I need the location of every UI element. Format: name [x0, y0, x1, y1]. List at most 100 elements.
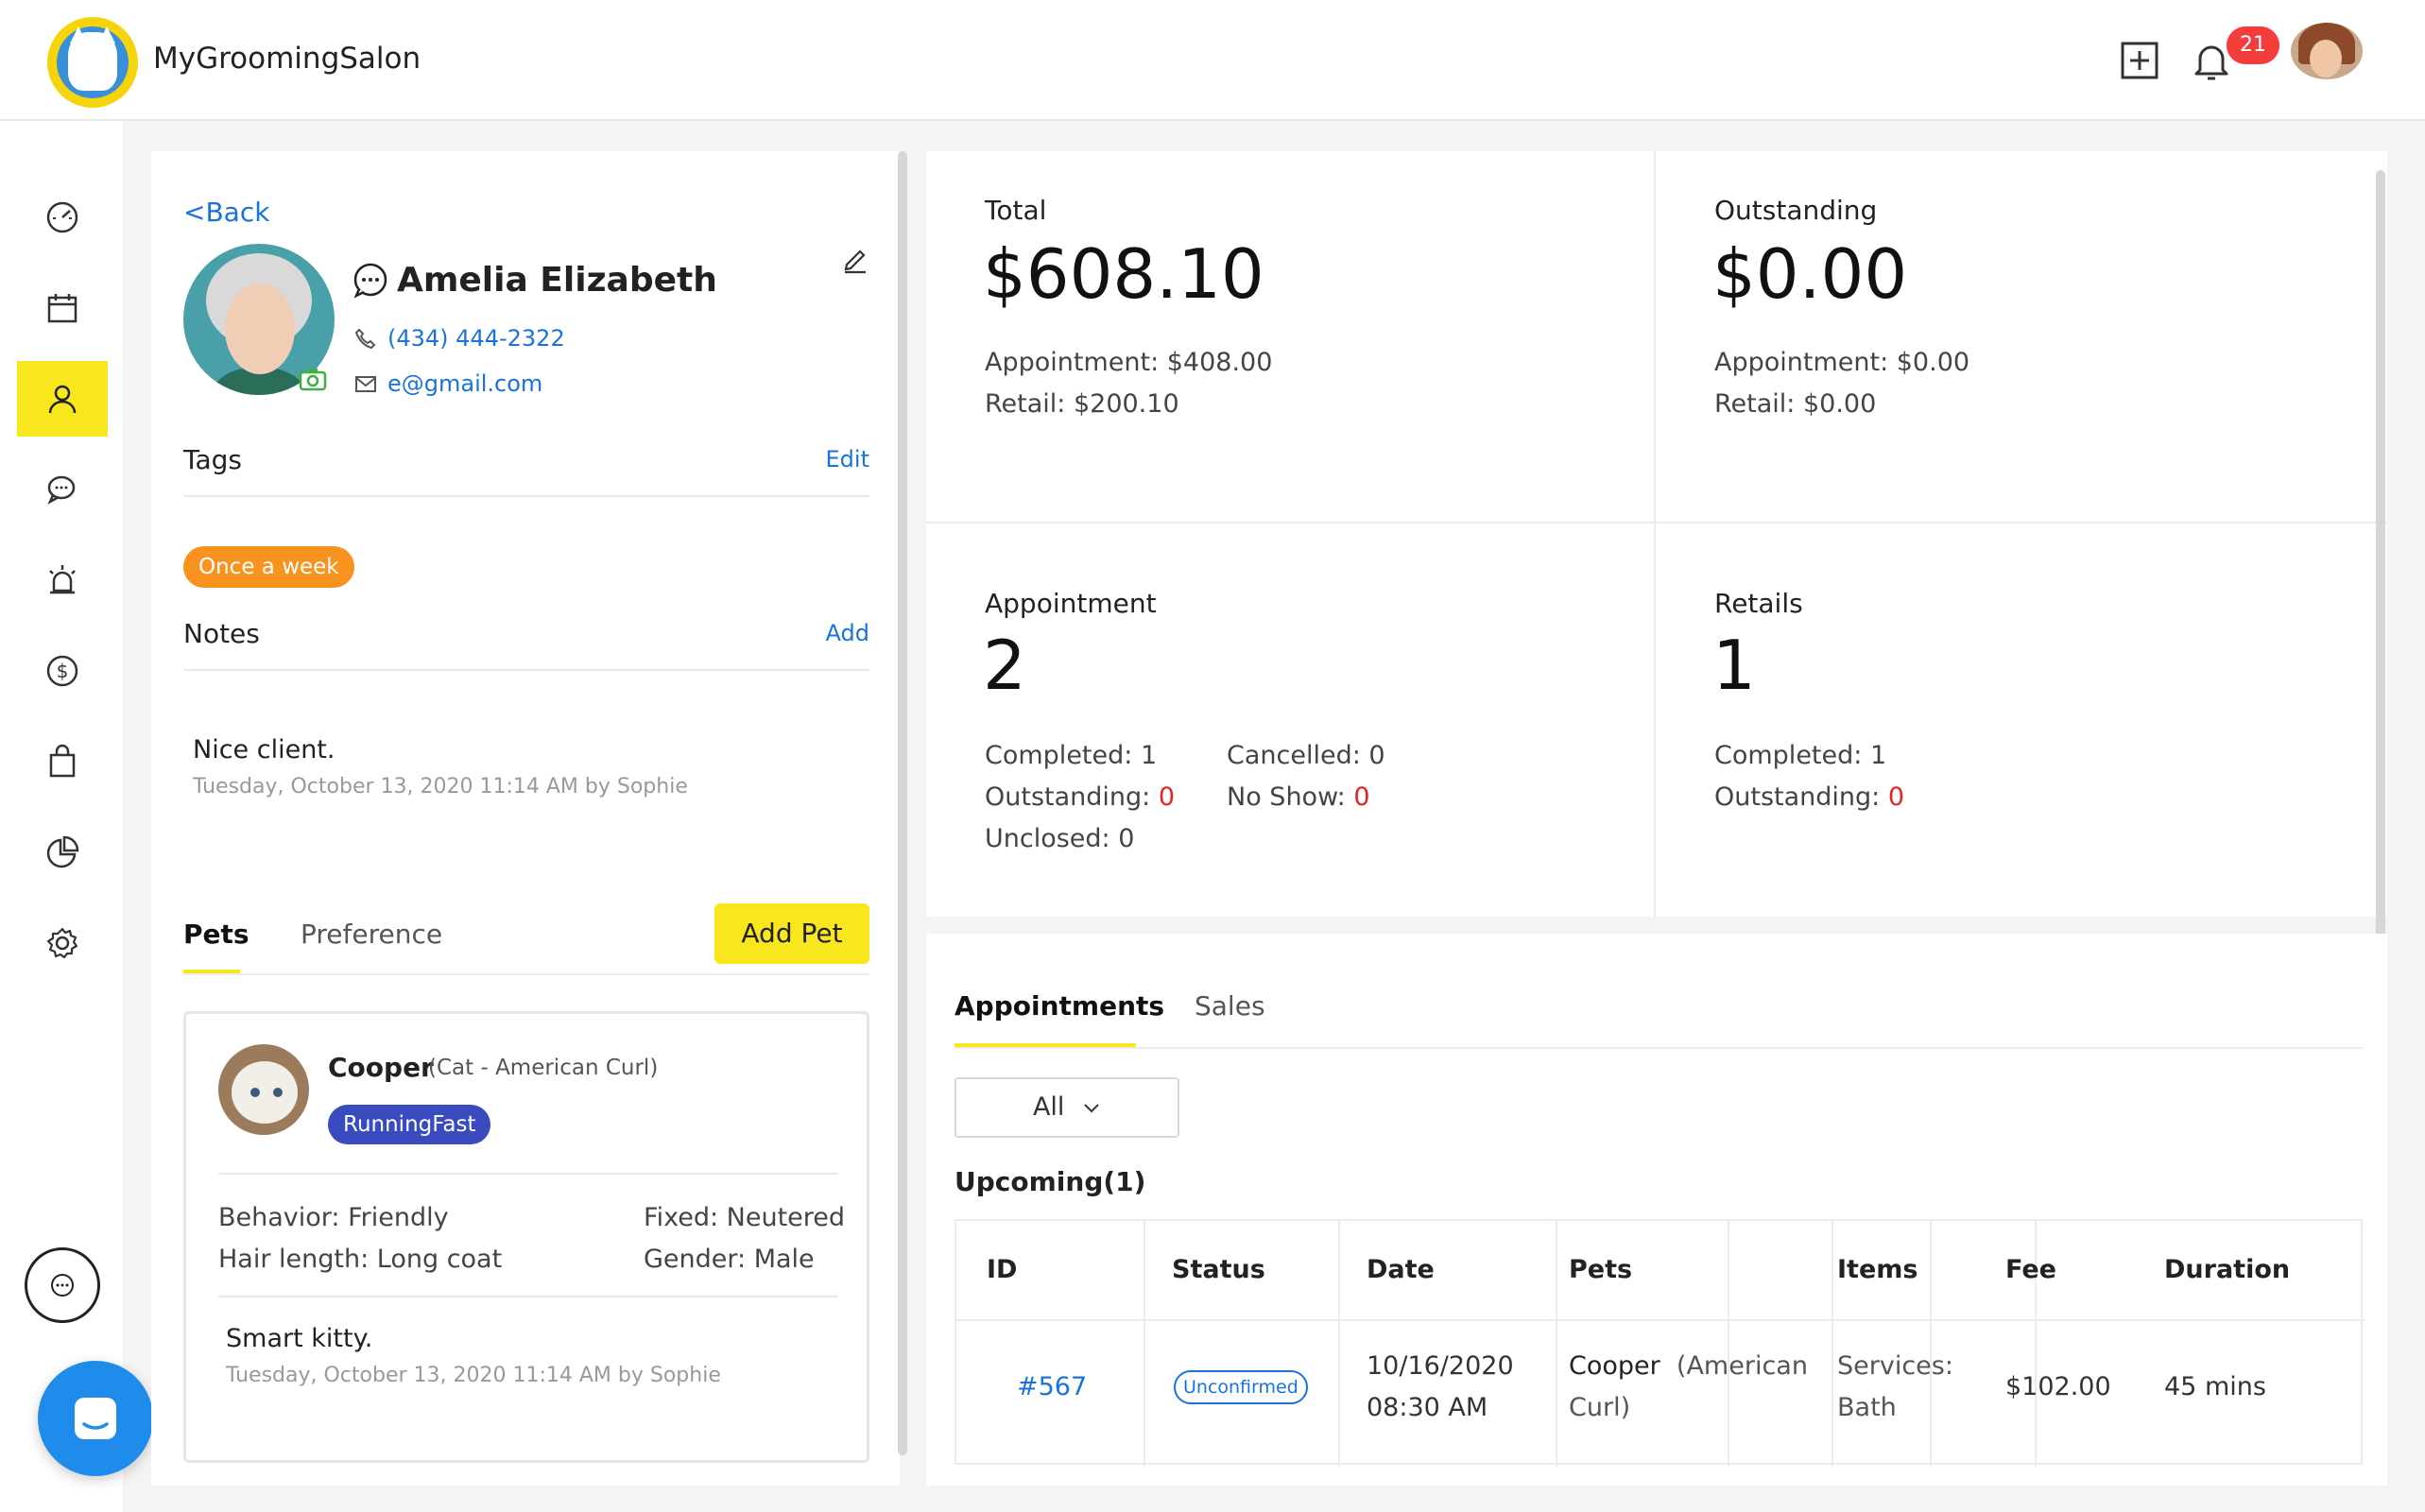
total-value: $608.10: [983, 234, 1264, 314]
appointment-count: 2: [983, 626, 1026, 705]
edit-pencil-icon[interactable]: [839, 242, 871, 274]
client-phone-row[interactable]: (434) 444-2322: [353, 325, 565, 352]
notes-divider: [183, 669, 869, 671]
client-name: Amelia Elizabeth: [397, 261, 717, 300]
client-photo[interactable]: [183, 244, 335, 395]
appointment-duration: 45 mins: [2164, 1372, 2266, 1401]
appointment-fee: $102.00: [2005, 1372, 2111, 1401]
camera-icon[interactable]: [299, 367, 327, 391]
chat-bubbles-icon: [47, 475, 76, 505]
back-link[interactable]: <Back: [183, 197, 270, 228]
svg-text:$: $: [57, 660, 69, 682]
salon-logo[interactable]: [47, 17, 138, 108]
notification-badge[interactable]: 21: [2227, 26, 2279, 64]
notes-add-link[interactable]: Add: [825, 620, 869, 646]
message-icon[interactable]: [352, 261, 389, 299]
appointment-filter-select[interactable]: All: [955, 1077, 1179, 1138]
nav-messages[interactable]: [17, 452, 108, 527]
user-avatar[interactable]: [2291, 23, 2363, 79]
appointments-panel: Appointments Sales All Upcoming(1) ID St…: [926, 934, 2387, 1486]
appointment-outstanding: Outstanding: 0: [985, 782, 1176, 812]
column-header-status[interactable]: Status: [1172, 1255, 1265, 1284]
pet-divider-2: [218, 1296, 838, 1297]
nav-alerts[interactable]: [17, 542, 108, 618]
tab-pets[interactable]: Pets: [183, 919, 249, 950]
column-header-id[interactable]: ID: [987, 1255, 1018, 1284]
dashboard-gauge-icon: [46, 201, 78, 233]
tags-divider: [183, 495, 869, 497]
appointment-cancelled: Cancelled: 0: [1227, 741, 1385, 770]
retails-label: Retails: [1714, 588, 1803, 619]
tags-edit-link[interactable]: Edit: [825, 446, 869, 472]
phone-icon: [354, 328, 376, 350]
top-bar: MyGroomingSalon 21: [0, 0, 2425, 121]
column-header-duration[interactable]: Duration: [2164, 1255, 2291, 1284]
tab-preference[interactable]: Preference: [301, 919, 443, 950]
stats-divider-vertical: [1654, 151, 1656, 917]
pie-chart-icon: [46, 835, 79, 868]
total-retail: Retail: $200.10: [985, 389, 1179, 419]
chevron-down-icon: [1084, 1104, 1099, 1113]
appointment-no-show: No Show: 0: [1227, 782, 1370, 812]
retails-count: 1: [1712, 626, 1756, 705]
retails-completed: Completed: 1: [1714, 741, 1887, 770]
pet-card[interactable]: Cooper (Cat - American Curl) RunningFast…: [183, 1011, 869, 1463]
pet-note-text: Smart kitty.: [226, 1324, 373, 1353]
column-header-fee[interactable]: Fee: [2005, 1255, 2056, 1284]
pets-tabs-divider: [183, 973, 869, 975]
appointment-id-link[interactable]: #567: [1017, 1372, 1088, 1401]
column-header-date[interactable]: Date: [1367, 1255, 1435, 1284]
pet-name[interactable]: Cooper: [328, 1052, 434, 1083]
appointment-pet: Cooper (American Curl): [1569, 1351, 1808, 1422]
add-square-icon[interactable]: [2117, 38, 2162, 83]
tab-sales[interactable]: Sales: [1195, 990, 1265, 1022]
nav-calendar[interactable]: [17, 270, 108, 346]
intercom-launcher[interactable]: [38, 1361, 153, 1476]
note-text: Nice client.: [193, 735, 335, 765]
nav-retail[interactable]: [17, 724, 108, 799]
nav-clients[interactable]: [17, 361, 108, 437]
outstanding-retail: Retail: $0.00: [1714, 389, 1877, 419]
pet-photo[interactable]: [218, 1044, 309, 1135]
appointment-completed: Completed: 1: [985, 741, 1158, 770]
outstanding-appointment: Appointment: $0.00: [1714, 348, 1970, 377]
main-scrollbar[interactable]: [2376, 170, 2385, 1191]
client-panel-scrollbar[interactable]: [898, 151, 907, 1455]
help-chat-button[interactable]: [25, 1247, 100, 1323]
nav-dashboard[interactable]: [17, 180, 108, 255]
pet-fixed: Fixed: Neutered: [644, 1203, 846, 1232]
add-pet-button[interactable]: Add Pet: [714, 903, 869, 964]
appointments-tabs-divider: [955, 1047, 2363, 1049]
tab-appointments[interactable]: Appointments: [955, 990, 1165, 1022]
total-label: Total: [985, 195, 1047, 226]
nav-payments[interactable]: $: [17, 633, 108, 709]
dollar-circle-icon: $: [46, 655, 78, 687]
pets-tab-underline: [183, 970, 240, 974]
stats-divider-horizontal: [926, 522, 2387, 524]
gear-icon: [46, 927, 78, 959]
tags-title: Tags: [183, 444, 242, 475]
pet-divider-1: [218, 1173, 838, 1175]
column-header-pets[interactable]: Pets: [1569, 1255, 1633, 1284]
client-tag[interactable]: Once a week: [183, 546, 354, 588]
client-email-row[interactable]: e@gmail.com: [353, 370, 542, 397]
appointments-table: ID Status Date Pets Items Fee Duration #…: [955, 1219, 2365, 1467]
client-email[interactable]: e@gmail.com: [387, 370, 543, 397]
outstanding-value: $0.00: [1712, 234, 1908, 314]
status-badge: Unconfirmed: [1174, 1370, 1308, 1404]
upcoming-label: Upcoming(1): [955, 1166, 1146, 1197]
notes-title: Notes: [183, 618, 260, 649]
outstanding-label: Outstanding: [1714, 195, 1878, 226]
pet-hair-length: Hair length: Long coat: [218, 1245, 503, 1274]
appointment-label: Appointment: [985, 588, 1157, 619]
nav-reports[interactable]: [17, 815, 108, 890]
intercom-icon: [75, 1398, 116, 1439]
client-phone[interactable]: (434) 444-2322: [387, 325, 565, 352]
bell-icon[interactable]: [2189, 38, 2234, 83]
column-header-items[interactable]: Items: [1837, 1255, 1918, 1284]
shopping-bag-icon: [49, 744, 76, 778]
pet-tag[interactable]: RunningFast: [328, 1105, 491, 1144]
nav-settings[interactable]: [17, 905, 108, 981]
pet-note-meta: Tuesday, October 13, 2020 11:14 AM by So…: [226, 1364, 721, 1387]
pet-behavior: Behavior: Friendly: [218, 1203, 449, 1232]
